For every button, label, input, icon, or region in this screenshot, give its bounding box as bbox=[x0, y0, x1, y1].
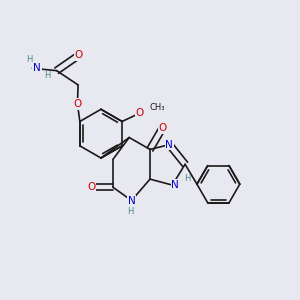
Text: O: O bbox=[75, 50, 83, 60]
Text: O: O bbox=[158, 123, 166, 133]
Text: N: N bbox=[165, 140, 173, 150]
Text: N: N bbox=[128, 196, 135, 206]
Text: H: H bbox=[184, 174, 191, 183]
Text: O: O bbox=[73, 99, 82, 109]
Text: N: N bbox=[33, 63, 41, 73]
Text: N: N bbox=[171, 180, 179, 190]
Text: O: O bbox=[136, 108, 144, 118]
Text: CH₃: CH₃ bbox=[150, 103, 166, 112]
Text: H: H bbox=[127, 207, 133, 216]
Text: H: H bbox=[26, 56, 32, 64]
Text: O: O bbox=[87, 182, 96, 192]
Text: H: H bbox=[45, 71, 51, 80]
